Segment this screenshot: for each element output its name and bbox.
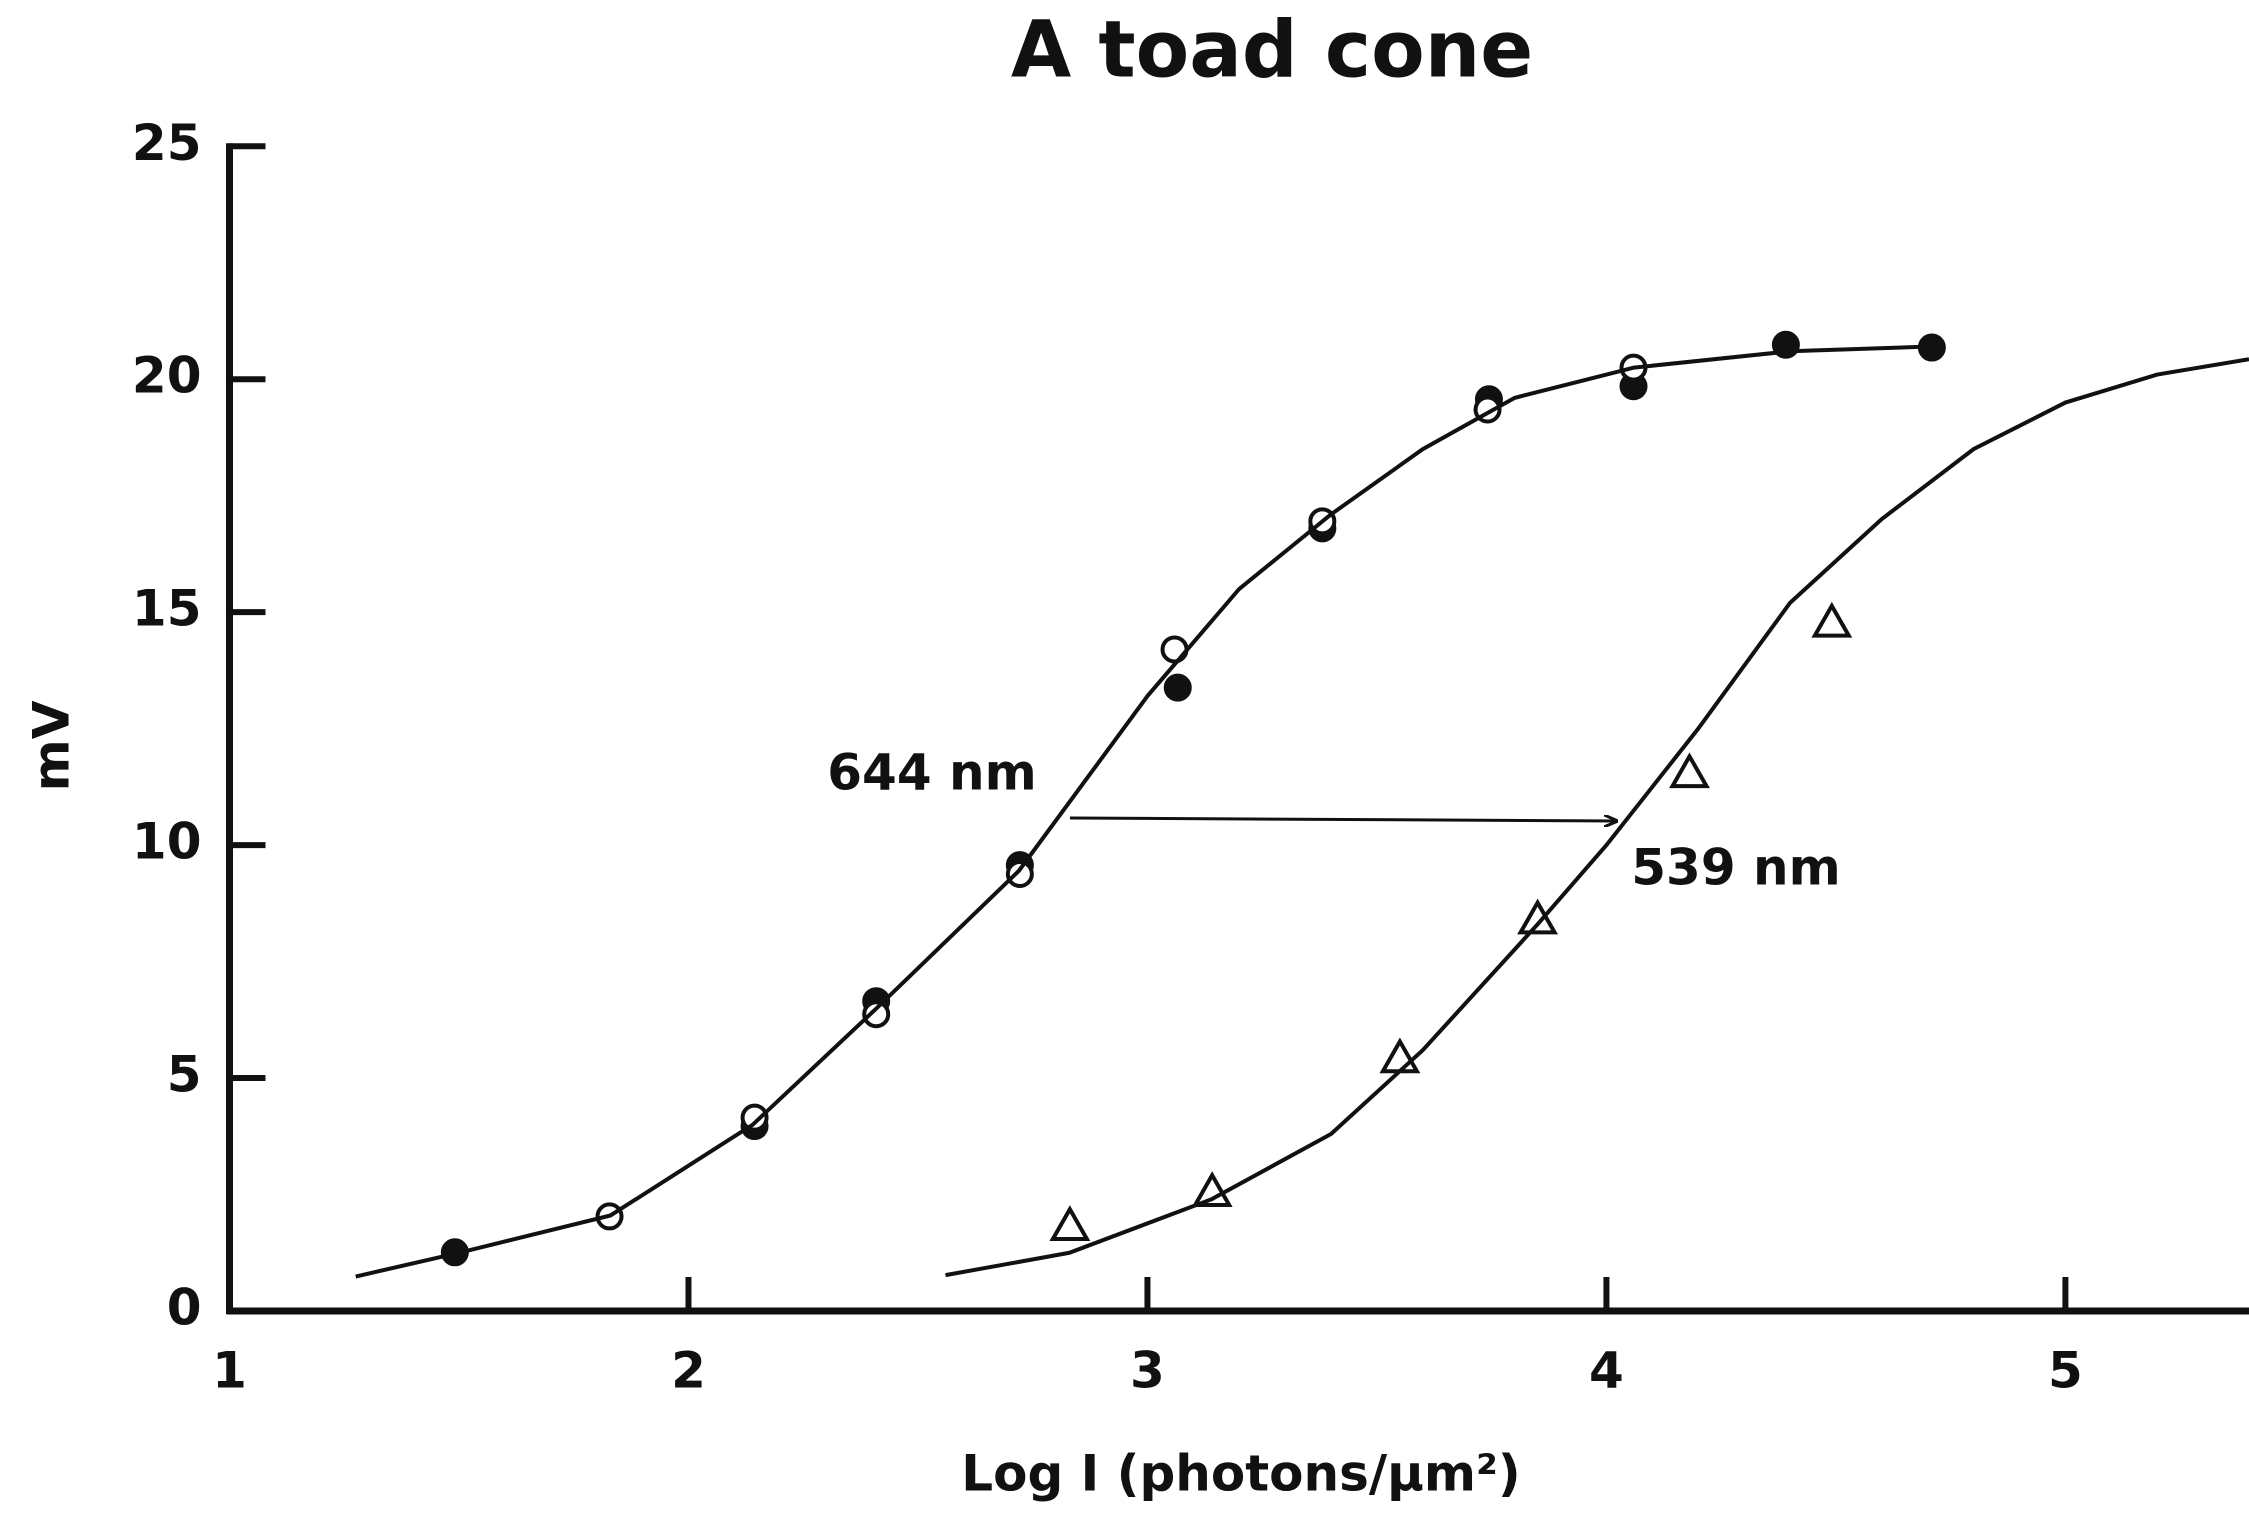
y-axis-label: mV bbox=[23, 700, 81, 791]
x-tick-label: 3 bbox=[1130, 1342, 1165, 1400]
filled-point bbox=[1163, 673, 1192, 702]
y-tick-label: 15 bbox=[132, 580, 202, 638]
y-tick-label: 25 bbox=[132, 114, 202, 172]
annotation: 539 nm bbox=[1631, 839, 1840, 897]
triangle-point bbox=[1049, 1205, 1091, 1241]
y-tick-label: 20 bbox=[132, 347, 202, 405]
triangle-point bbox=[1669, 752, 1710, 789]
x-axis-label: Log I (photons/μm²) bbox=[961, 1445, 1521, 1503]
x-tick-label: 4 bbox=[1589, 1342, 1624, 1400]
x-tick-label: 2 bbox=[671, 1342, 706, 1400]
triangle-point bbox=[1811, 601, 1853, 638]
annotation: 644 nm bbox=[827, 744, 1036, 802]
chart-title: A toad cone bbox=[1011, 5, 1533, 95]
open-point bbox=[862, 1000, 891, 1029]
open-point bbox=[740, 1103, 769, 1132]
fit-curve bbox=[355, 344, 1928, 1279]
triangle-point bbox=[1379, 1037, 1421, 1074]
y-tick-label: 10 bbox=[132, 813, 202, 871]
x-tick-label: 5 bbox=[2048, 1342, 2083, 1400]
triangle-point bbox=[1191, 1171, 1233, 1207]
y-tick-label: 0 bbox=[167, 1279, 202, 1337]
triangle-point bbox=[1517, 898, 1559, 935]
y-tick-label: 5 bbox=[167, 1046, 202, 1104]
open-point bbox=[1005, 860, 1034, 889]
x-tick-label: 1 bbox=[212, 1342, 247, 1400]
fit-curve bbox=[945, 357, 2249, 1278]
arrow bbox=[1069, 818, 1617, 821]
open-point bbox=[1160, 635, 1189, 664]
